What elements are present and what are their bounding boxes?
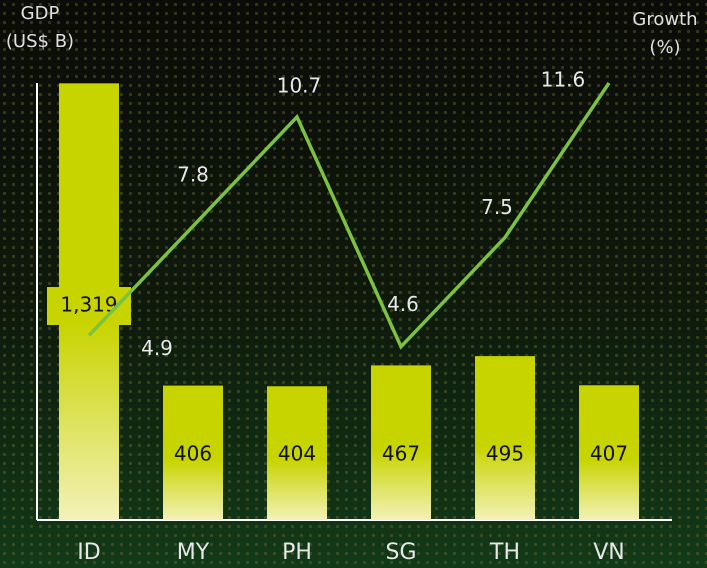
x-tick-label: TH (489, 540, 520, 565)
data-label: 404 (278, 442, 316, 466)
y2-axis-title: Growth (%) (632, 9, 698, 58)
data-label: 1,319 (60, 293, 117, 317)
x-tick-label: MY (177, 540, 210, 565)
data-label: 7.8 (177, 163, 209, 187)
bar (579, 385, 639, 520)
line (87, 82, 611, 350)
bar (371, 365, 431, 520)
data-label: 11.6 (541, 68, 586, 92)
data-label: 407 (590, 442, 628, 466)
x-tick-label: ID (77, 540, 100, 565)
data-label: 495 (486, 442, 524, 466)
x-tick-label: SG (385, 540, 416, 565)
y-axis-title: GDP (US$ B) (5, 3, 75, 52)
x-tick-label: VN (593, 540, 625, 565)
bar (475, 356, 535, 520)
data-label: 467 (382, 442, 420, 466)
data-label: 4.9 (141, 336, 173, 360)
bar (163, 385, 223, 520)
data-label: 406 (174, 442, 212, 466)
data-label: 7.5 (481, 195, 513, 219)
bar (267, 386, 327, 520)
data-label: 4.6 (387, 292, 419, 316)
data-label: 10.7 (277, 73, 322, 97)
x-tick-label: PH (282, 540, 312, 565)
